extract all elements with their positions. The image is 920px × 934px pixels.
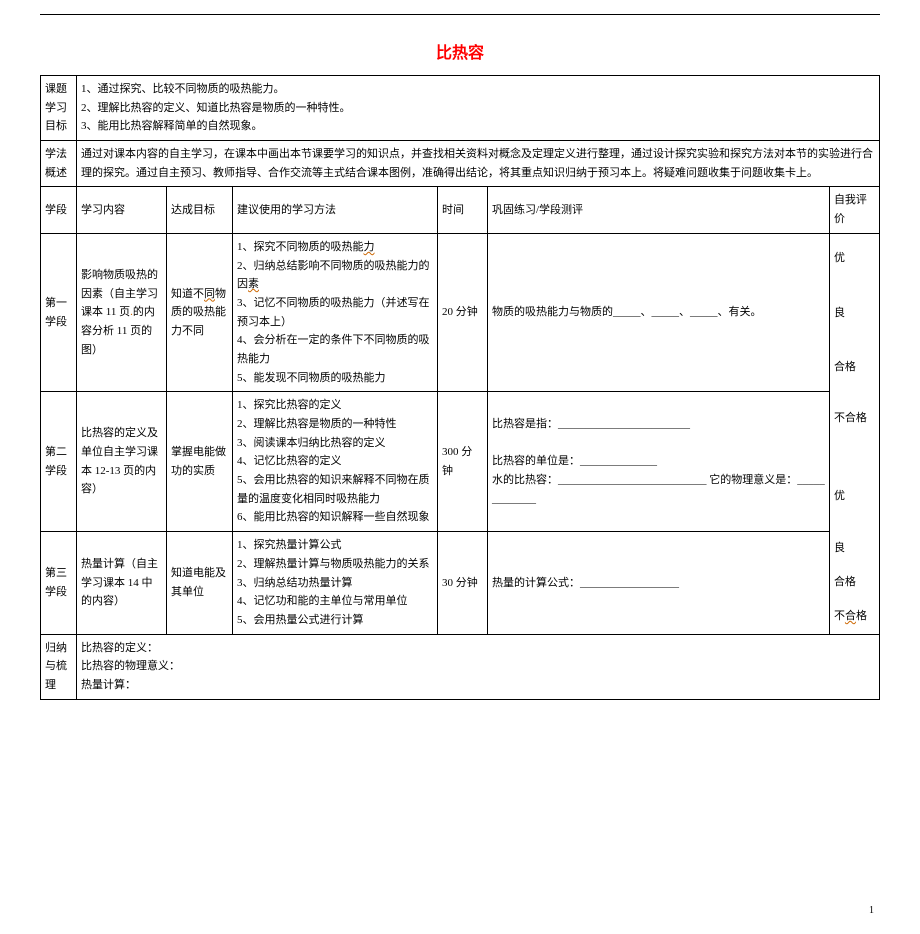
eval-8b: 合	[845, 610, 856, 622]
table-wrapper: 课题学习目标 1、通过探究、比较不同物质的吸热能力。 2、理解比热容的定义、知道…	[40, 75, 880, 700]
eval-7: 合格	[829, 566, 879, 600]
s3-m4: 4、记忆功和能的主单位与常用单位	[237, 595, 408, 607]
stage1-goal: 知道不同物质的吸热能力不同	[167, 233, 233, 392]
document-title: 比热容	[0, 39, 920, 63]
stage1-goal-b: 同	[204, 288, 215, 300]
row-headers: 学段 学习内容 达成目标 建议使用的学习方法 时间 巩固练习/学段测评 自我评价	[41, 187, 880, 233]
s1-m1b: 力	[364, 241, 375, 253]
row-method-overview: 学法概述 通过对课本内容的自主学习，在课本中画出本节课要学习的知识点，并查找相关…	[41, 141, 880, 187]
stage1-methods: 1、探究不同物质的吸热能力 2、归纳总结影响不同物质的吸热能力的因素 3、记忆不…	[233, 233, 438, 392]
s3-m5: 5、会用热量公式进行计算	[237, 614, 364, 626]
eval-2: 良	[829, 291, 879, 335]
eval-1: 优	[829, 233, 879, 291]
eval-4: 不合格	[829, 392, 879, 446]
top-rule	[40, 14, 880, 15]
s2-m4: 4、记忆比热容的定义	[237, 455, 342, 467]
obj-line-3: 3、能用比热容解释简单的自然现象。	[81, 120, 263, 132]
summary-content: 比热容的定义： 比热容的物理意义： 热量计算：	[77, 634, 880, 699]
s1-m1: 1、探究不同物质的吸热能	[237, 241, 364, 253]
head-goal: 达成目标	[167, 187, 233, 233]
stage2-content: 比热容的定义及单位自主学习课本 12-13 页的内容）	[77, 392, 167, 532]
stage2-practice: 比热容是指：________________________ 比热容的单位是：_…	[488, 392, 830, 532]
objectives-label: 课题学习目标	[41, 76, 77, 141]
lesson-plan-table: 课题学习目标 1、通过探究、比较不同物质的吸热能力。 2、理解比热容的定义、知道…	[40, 75, 880, 700]
s1-m5: 5、能发现不同物质的吸热能力	[237, 372, 386, 384]
stage3-name: 第三学段	[41, 532, 77, 634]
stage2-time: 300 分钟	[438, 392, 488, 532]
stage3-time: 30 分钟	[438, 532, 488, 634]
row-stage-3: 第三学段 热量计算（自主学习课本 14 中的内容） 知道电能及其单位 1、探究热…	[41, 532, 880, 566]
s2-m6: 6、能用比热容的知识解释一些自然现象	[237, 511, 430, 523]
page-number: 1	[869, 905, 874, 916]
s2-p2: 比热容的单位是：______________	[492, 455, 657, 467]
s2-m1: 1、探究比热容的定义	[237, 399, 342, 411]
eval-5: 优	[829, 446, 879, 532]
s1-m2a: 2、归纳总结影响不同物质的吸热能力的因	[237, 260, 430, 291]
summary-l1: 比热容的定义：	[81, 642, 158, 654]
head-method: 建议使用的学习方法	[233, 187, 438, 233]
eval-8a: 不	[834, 610, 845, 622]
obj-line-1: 1、通过探究、比较不同物质的吸热能力。	[81, 83, 285, 95]
method-overview-label: 学法概述	[41, 141, 77, 187]
s2-m2: 2、理解比热容是物质的一种特性	[237, 418, 397, 430]
s2-m3: 3、阅读课本归纳比热容的定义	[237, 437, 386, 449]
stage1-time: 20 分钟	[438, 233, 488, 392]
row-objectives: 课题学习目标 1、通过探究、比较不同物质的吸热能力。 2、理解比热容的定义、知道…	[41, 76, 880, 141]
stage1-content: 影响物质吸热的因素（自主学习课本 11 页.的内容分析 11 页的图）	[77, 233, 167, 392]
s1-m4: 4、会分析在一定的条件下不同物质的吸热能力	[237, 334, 430, 365]
stage2-methods: 1、探究比热容的定义 2、理解比热容是物质的一种特性 3、阅读课本归纳比热容的定…	[233, 392, 438, 532]
row-stage-2: 第二学段 比热容的定义及单位自主学习课本 12-13 页的内容） 掌握电能做功的…	[41, 392, 880, 446]
obj-line-2: 2、理解比热容的定义、知道比热容是物质的一种特性。	[81, 102, 351, 114]
stage3-goal: 知道电能及其单位	[167, 532, 233, 634]
head-practice: 巩固练习/学段测评	[488, 187, 830, 233]
summary-l2: 比热容的物理意义：	[81, 660, 180, 672]
stage1-goal-a: 知道不	[171, 288, 204, 300]
row-summary: 归纳与梳理 比热容的定义： 比热容的物理意义： 热量计算：	[41, 634, 880, 699]
s1-m3: 3、记忆不同物质的吸热能力（并述写在预习本上）	[237, 297, 430, 328]
stage1-practice: 物质的吸热能力与物质的_____、_____、_____、有关。	[488, 233, 830, 392]
s2-p1: 比热容是指：________________________	[492, 418, 690, 430]
s2-m5: 5、会用比热容的知识来解释不同物在质量的温度变化相同时吸热能力	[237, 474, 430, 505]
eval-3: 合格	[829, 335, 879, 392]
stage1-name: 第一学段	[41, 233, 77, 392]
summary-label: 归纳与梳理	[41, 634, 77, 699]
stage3-practice: 热量的计算公式：__________________	[488, 532, 830, 634]
head-stage: 学段	[41, 187, 77, 233]
stage3-methods: 1、探究热量计算公式 2、理解热量计算与物质吸热能力的关系 3、归纳总结功热量计…	[233, 532, 438, 634]
head-time: 时间	[438, 187, 488, 233]
s3-m1: 1、探究热量计算公式	[237, 539, 342, 551]
eval-8: 不合格	[829, 599, 879, 634]
summary-l3: 热量计算：	[81, 679, 136, 691]
eval-8c: 格	[856, 610, 867, 622]
s2-p3: 水的比热容：___________________________ 它的物理意义…	[492, 474, 825, 505]
head-eval: 自我评价	[829, 187, 879, 233]
s3-m2: 2、理解热量计算与物质吸热能力的关系	[237, 558, 430, 570]
objectives-content: 1、通过探究、比较不同物质的吸热能力。 2、理解比热容的定义、知道比热容是物质的…	[77, 76, 880, 141]
stage3-content: 热量计算（自主学习课本 14 中的内容）	[77, 532, 167, 634]
method-overview-content: 通过对课本内容的自主学习，在课本中画出本节课要学习的知识点，并查找相关资料对概念…	[77, 141, 880, 187]
row-stage-1: 第一学段 影响物质吸热的因素（自主学习课本 11 页.的内容分析 11 页的图）…	[41, 233, 880, 291]
head-content: 学习内容	[77, 187, 167, 233]
s3-m3: 3、归纳总结功热量计算	[237, 577, 353, 589]
stage2-name: 第二学段	[41, 392, 77, 532]
eval-6: 良	[829, 532, 879, 566]
s1-m2b: 素	[248, 278, 259, 290]
stage2-goal: 掌握电能做功的实质	[167, 392, 233, 532]
